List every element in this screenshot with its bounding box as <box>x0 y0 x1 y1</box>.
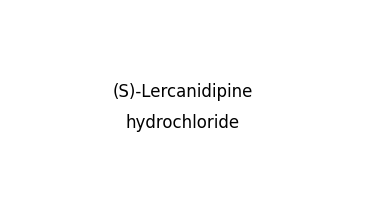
Text: hydrochloride: hydrochloride <box>126 113 239 131</box>
Text: (S)-Lercanidipine: (S)-Lercanidipine <box>112 83 253 101</box>
